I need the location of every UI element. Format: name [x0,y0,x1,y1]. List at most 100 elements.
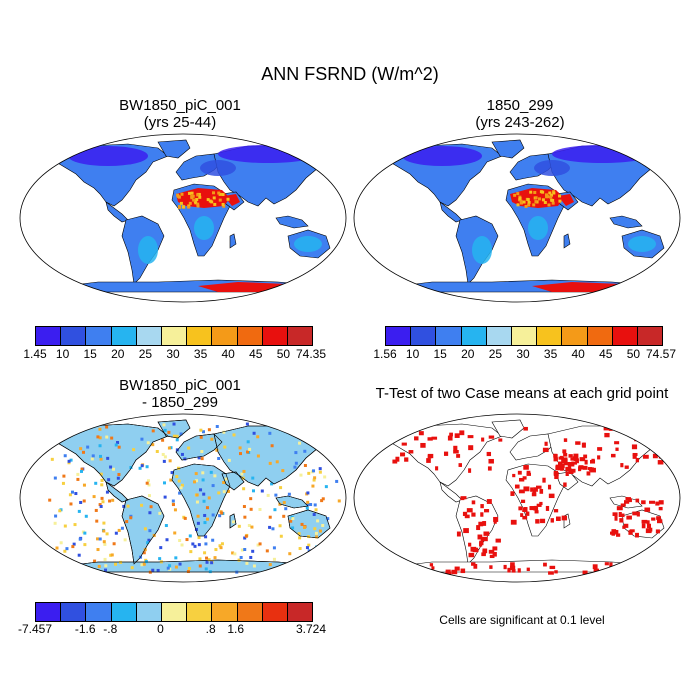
field-cell [268,563,272,567]
field-cell [242,505,246,509]
desert-arabiaDesert [558,194,574,206]
field-cell [201,471,205,475]
field-cell [222,204,226,208]
colorbar-panel-3 [35,602,313,622]
field-cell [165,538,169,542]
significant-cell [445,569,451,575]
colorbar-swatch [237,603,263,621]
significant-cell [586,471,591,476]
field-cell [162,423,166,427]
field-cell [178,491,182,495]
field-cell [149,505,153,509]
field-cell [526,198,530,202]
field-cell [322,555,326,559]
colorbar-tick-label: 25 [138,347,153,361]
field-cell [51,562,55,566]
significant-cell [563,438,568,442]
colorbar-tick-label: 50 [626,347,641,361]
field-cell [102,540,106,544]
field-cell [534,196,538,200]
field-cell [163,428,167,432]
significant-cell [539,501,543,506]
field-cell [63,454,67,458]
field-cell [164,524,168,528]
significant-cell [420,569,424,573]
field-cell [96,548,100,552]
field-cell [242,487,246,491]
field-cell [318,470,322,474]
field-cell [105,425,109,429]
field-cell [98,436,102,440]
field-cell [198,557,202,561]
significant-cell [547,484,552,490]
field-cell [335,555,339,559]
significant-cell [635,498,640,503]
field-cell [270,444,274,448]
field-cell [551,201,555,205]
field-cell [203,551,207,555]
field-cell [99,472,103,476]
significant-cell [568,468,572,473]
field-cell [66,570,70,574]
field-cell [258,507,262,511]
significant-cell [447,435,453,441]
significant-cell [568,466,572,470]
field-cell [159,546,163,550]
significant-cell [597,455,601,460]
field-cell [314,508,318,512]
coastline-europe [175,433,223,461]
field-cell [199,428,203,432]
field-cell [252,564,256,568]
significant-cell [623,523,629,528]
field-cell [242,469,246,473]
significant-cell [545,505,550,511]
field-cell [169,446,173,450]
field-cell [214,548,218,552]
field-cell [129,465,133,469]
field-cell [218,544,222,548]
field-cell [177,479,181,483]
field-cell [332,427,336,431]
field-cell [175,438,179,442]
figure-title: ANN FSRND (W/m^2) [261,64,439,84]
field-cell [82,499,86,503]
significant-cell [642,454,649,459]
field-cell [200,450,204,454]
field-cell [231,520,235,524]
significant-cell [526,567,530,572]
colorbar-panel-1 [35,326,313,346]
field-cell [197,456,201,460]
field-cell [171,499,175,503]
field-cell [307,543,311,547]
significant-cell [510,519,517,525]
field-cell [181,205,185,209]
field-cell [79,447,83,451]
field-cell [79,500,83,504]
field-cell [194,472,198,476]
field-cell [547,203,551,207]
field-cell [323,475,327,479]
colorbar-tick-label: .8 [205,622,216,636]
field-cell [195,198,199,202]
field-cell [303,464,307,468]
significant-cell [468,552,475,558]
field-cell [78,537,82,541]
field-cell [93,559,97,563]
field-cell [144,560,148,564]
field-cell [243,536,247,540]
field-cell [305,546,309,550]
field-cell [335,479,339,483]
significant-cell [488,435,495,439]
significant-cell [477,534,483,540]
field-cell [232,433,236,437]
significant-cell [613,529,619,534]
field-cell [90,457,94,461]
colorbar-swatch [587,327,613,345]
field-cell [57,571,61,575]
field-cell [240,472,244,476]
field-cell [281,469,285,473]
field-cell [238,446,242,450]
significant-cell [392,459,398,464]
significant-cell [463,528,469,534]
significant-cell [553,471,559,475]
